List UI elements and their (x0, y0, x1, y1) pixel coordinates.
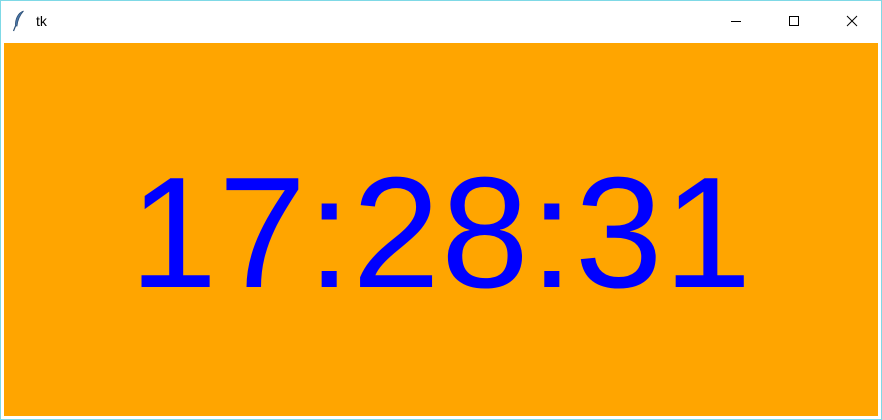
window-title: tk (36, 13, 47, 29)
close-button[interactable] (823, 1, 881, 41)
close-icon (846, 15, 858, 27)
minimize-icon (731, 21, 741, 22)
window-controls (707, 1, 881, 41)
maximize-button[interactable] (765, 1, 823, 41)
feather-icon (11, 10, 27, 32)
title-bar[interactable]: tk (1, 1, 881, 41)
maximize-icon (789, 16, 799, 26)
minimize-button[interactable] (707, 1, 765, 41)
clock-time-label: 17:28:31 (129, 144, 753, 321)
clock-panel: 17:28:31 (4, 43, 878, 416)
